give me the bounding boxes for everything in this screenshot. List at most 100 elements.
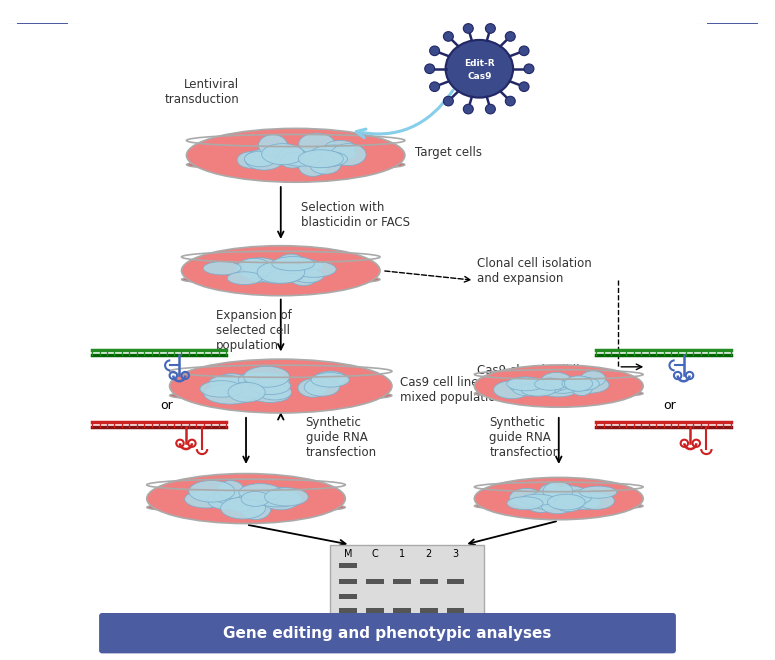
- Text: Gene editing and phenotypic analyses: Gene editing and phenotypic analyses: [223, 626, 551, 641]
- Ellipse shape: [494, 381, 530, 399]
- Ellipse shape: [569, 496, 601, 510]
- Ellipse shape: [298, 150, 343, 168]
- Ellipse shape: [264, 488, 308, 506]
- Ellipse shape: [189, 480, 235, 502]
- Ellipse shape: [521, 383, 556, 396]
- Circle shape: [485, 24, 495, 33]
- Ellipse shape: [580, 486, 617, 498]
- Text: 2: 2: [425, 549, 432, 559]
- Ellipse shape: [254, 490, 301, 507]
- Ellipse shape: [255, 264, 290, 277]
- Ellipse shape: [311, 145, 356, 162]
- Ellipse shape: [187, 158, 405, 171]
- FancyBboxPatch shape: [366, 608, 384, 612]
- Text: Expansion of
selected cell
population: Expansion of selected cell population: [216, 309, 292, 352]
- Circle shape: [519, 82, 529, 92]
- Ellipse shape: [539, 484, 563, 502]
- Ellipse shape: [278, 147, 307, 168]
- Ellipse shape: [570, 377, 593, 395]
- Ellipse shape: [214, 489, 246, 504]
- Ellipse shape: [520, 494, 555, 506]
- Ellipse shape: [509, 488, 543, 508]
- Circle shape: [463, 24, 474, 33]
- Text: 6-15
days: 6-15 days: [21, 3, 64, 44]
- Ellipse shape: [298, 379, 328, 397]
- FancyBboxPatch shape: [339, 579, 357, 583]
- Text: Target cells: Target cells: [415, 146, 482, 159]
- Ellipse shape: [238, 372, 276, 388]
- Ellipse shape: [507, 377, 546, 391]
- Text: Edit-R: Edit-R: [464, 59, 494, 69]
- Ellipse shape: [204, 383, 257, 404]
- Ellipse shape: [331, 144, 366, 166]
- Ellipse shape: [243, 366, 290, 387]
- Text: Synthetic
guide RNA
transfection: Synthetic guide RNA transfection: [305, 416, 377, 459]
- FancyBboxPatch shape: [366, 579, 384, 583]
- FancyBboxPatch shape: [330, 544, 484, 631]
- Ellipse shape: [546, 381, 579, 393]
- Ellipse shape: [547, 494, 585, 510]
- Text: Cas9 clonal cell line: Cas9 clonal cell line: [477, 364, 594, 377]
- Circle shape: [443, 96, 453, 106]
- Ellipse shape: [245, 263, 275, 282]
- Ellipse shape: [208, 492, 247, 510]
- Ellipse shape: [267, 268, 303, 282]
- Ellipse shape: [184, 490, 227, 508]
- Ellipse shape: [541, 497, 574, 513]
- Ellipse shape: [226, 490, 255, 512]
- Ellipse shape: [228, 382, 265, 402]
- Text: C: C: [372, 549, 378, 559]
- Ellipse shape: [286, 148, 319, 166]
- Ellipse shape: [244, 151, 276, 167]
- Ellipse shape: [580, 371, 605, 387]
- Text: Selection with
blasticidin or FACS: Selection with blasticidin or FACS: [301, 201, 410, 229]
- Ellipse shape: [325, 141, 356, 154]
- Text: 3
days: 3 days: [711, 3, 754, 43]
- Ellipse shape: [187, 129, 405, 182]
- Ellipse shape: [569, 377, 609, 393]
- Ellipse shape: [233, 381, 269, 398]
- Ellipse shape: [237, 152, 266, 168]
- Ellipse shape: [257, 263, 294, 280]
- Text: Cas9 cell line
mixed population: Cas9 cell line mixed population: [400, 376, 503, 404]
- Ellipse shape: [250, 387, 290, 403]
- Text: 1: 1: [399, 549, 405, 559]
- Ellipse shape: [564, 376, 593, 391]
- Ellipse shape: [258, 384, 291, 400]
- FancyBboxPatch shape: [420, 608, 438, 612]
- Ellipse shape: [298, 150, 348, 168]
- Ellipse shape: [181, 274, 380, 285]
- Ellipse shape: [236, 258, 271, 279]
- Ellipse shape: [214, 374, 250, 393]
- Ellipse shape: [248, 490, 274, 505]
- Ellipse shape: [227, 272, 262, 284]
- Ellipse shape: [474, 477, 643, 519]
- FancyBboxPatch shape: [339, 608, 357, 612]
- Ellipse shape: [577, 492, 615, 510]
- Ellipse shape: [211, 492, 256, 507]
- Ellipse shape: [311, 373, 350, 387]
- Circle shape: [485, 104, 495, 114]
- Text: or: or: [663, 399, 677, 412]
- Ellipse shape: [555, 495, 583, 512]
- Ellipse shape: [507, 497, 543, 510]
- Ellipse shape: [556, 491, 593, 502]
- Ellipse shape: [535, 378, 566, 390]
- FancyBboxPatch shape: [339, 594, 357, 599]
- Ellipse shape: [529, 490, 564, 510]
- Ellipse shape: [245, 149, 284, 170]
- FancyBboxPatch shape: [99, 613, 676, 653]
- Ellipse shape: [474, 501, 643, 511]
- Ellipse shape: [203, 261, 241, 275]
- Circle shape: [519, 46, 529, 55]
- Ellipse shape: [281, 152, 321, 166]
- Text: or: or: [160, 399, 173, 412]
- Text: 3: 3: [453, 549, 459, 559]
- Ellipse shape: [146, 474, 346, 523]
- Circle shape: [429, 82, 439, 92]
- FancyBboxPatch shape: [420, 579, 438, 583]
- Ellipse shape: [534, 378, 574, 389]
- Ellipse shape: [244, 373, 290, 393]
- Ellipse shape: [242, 258, 278, 274]
- Circle shape: [505, 96, 515, 106]
